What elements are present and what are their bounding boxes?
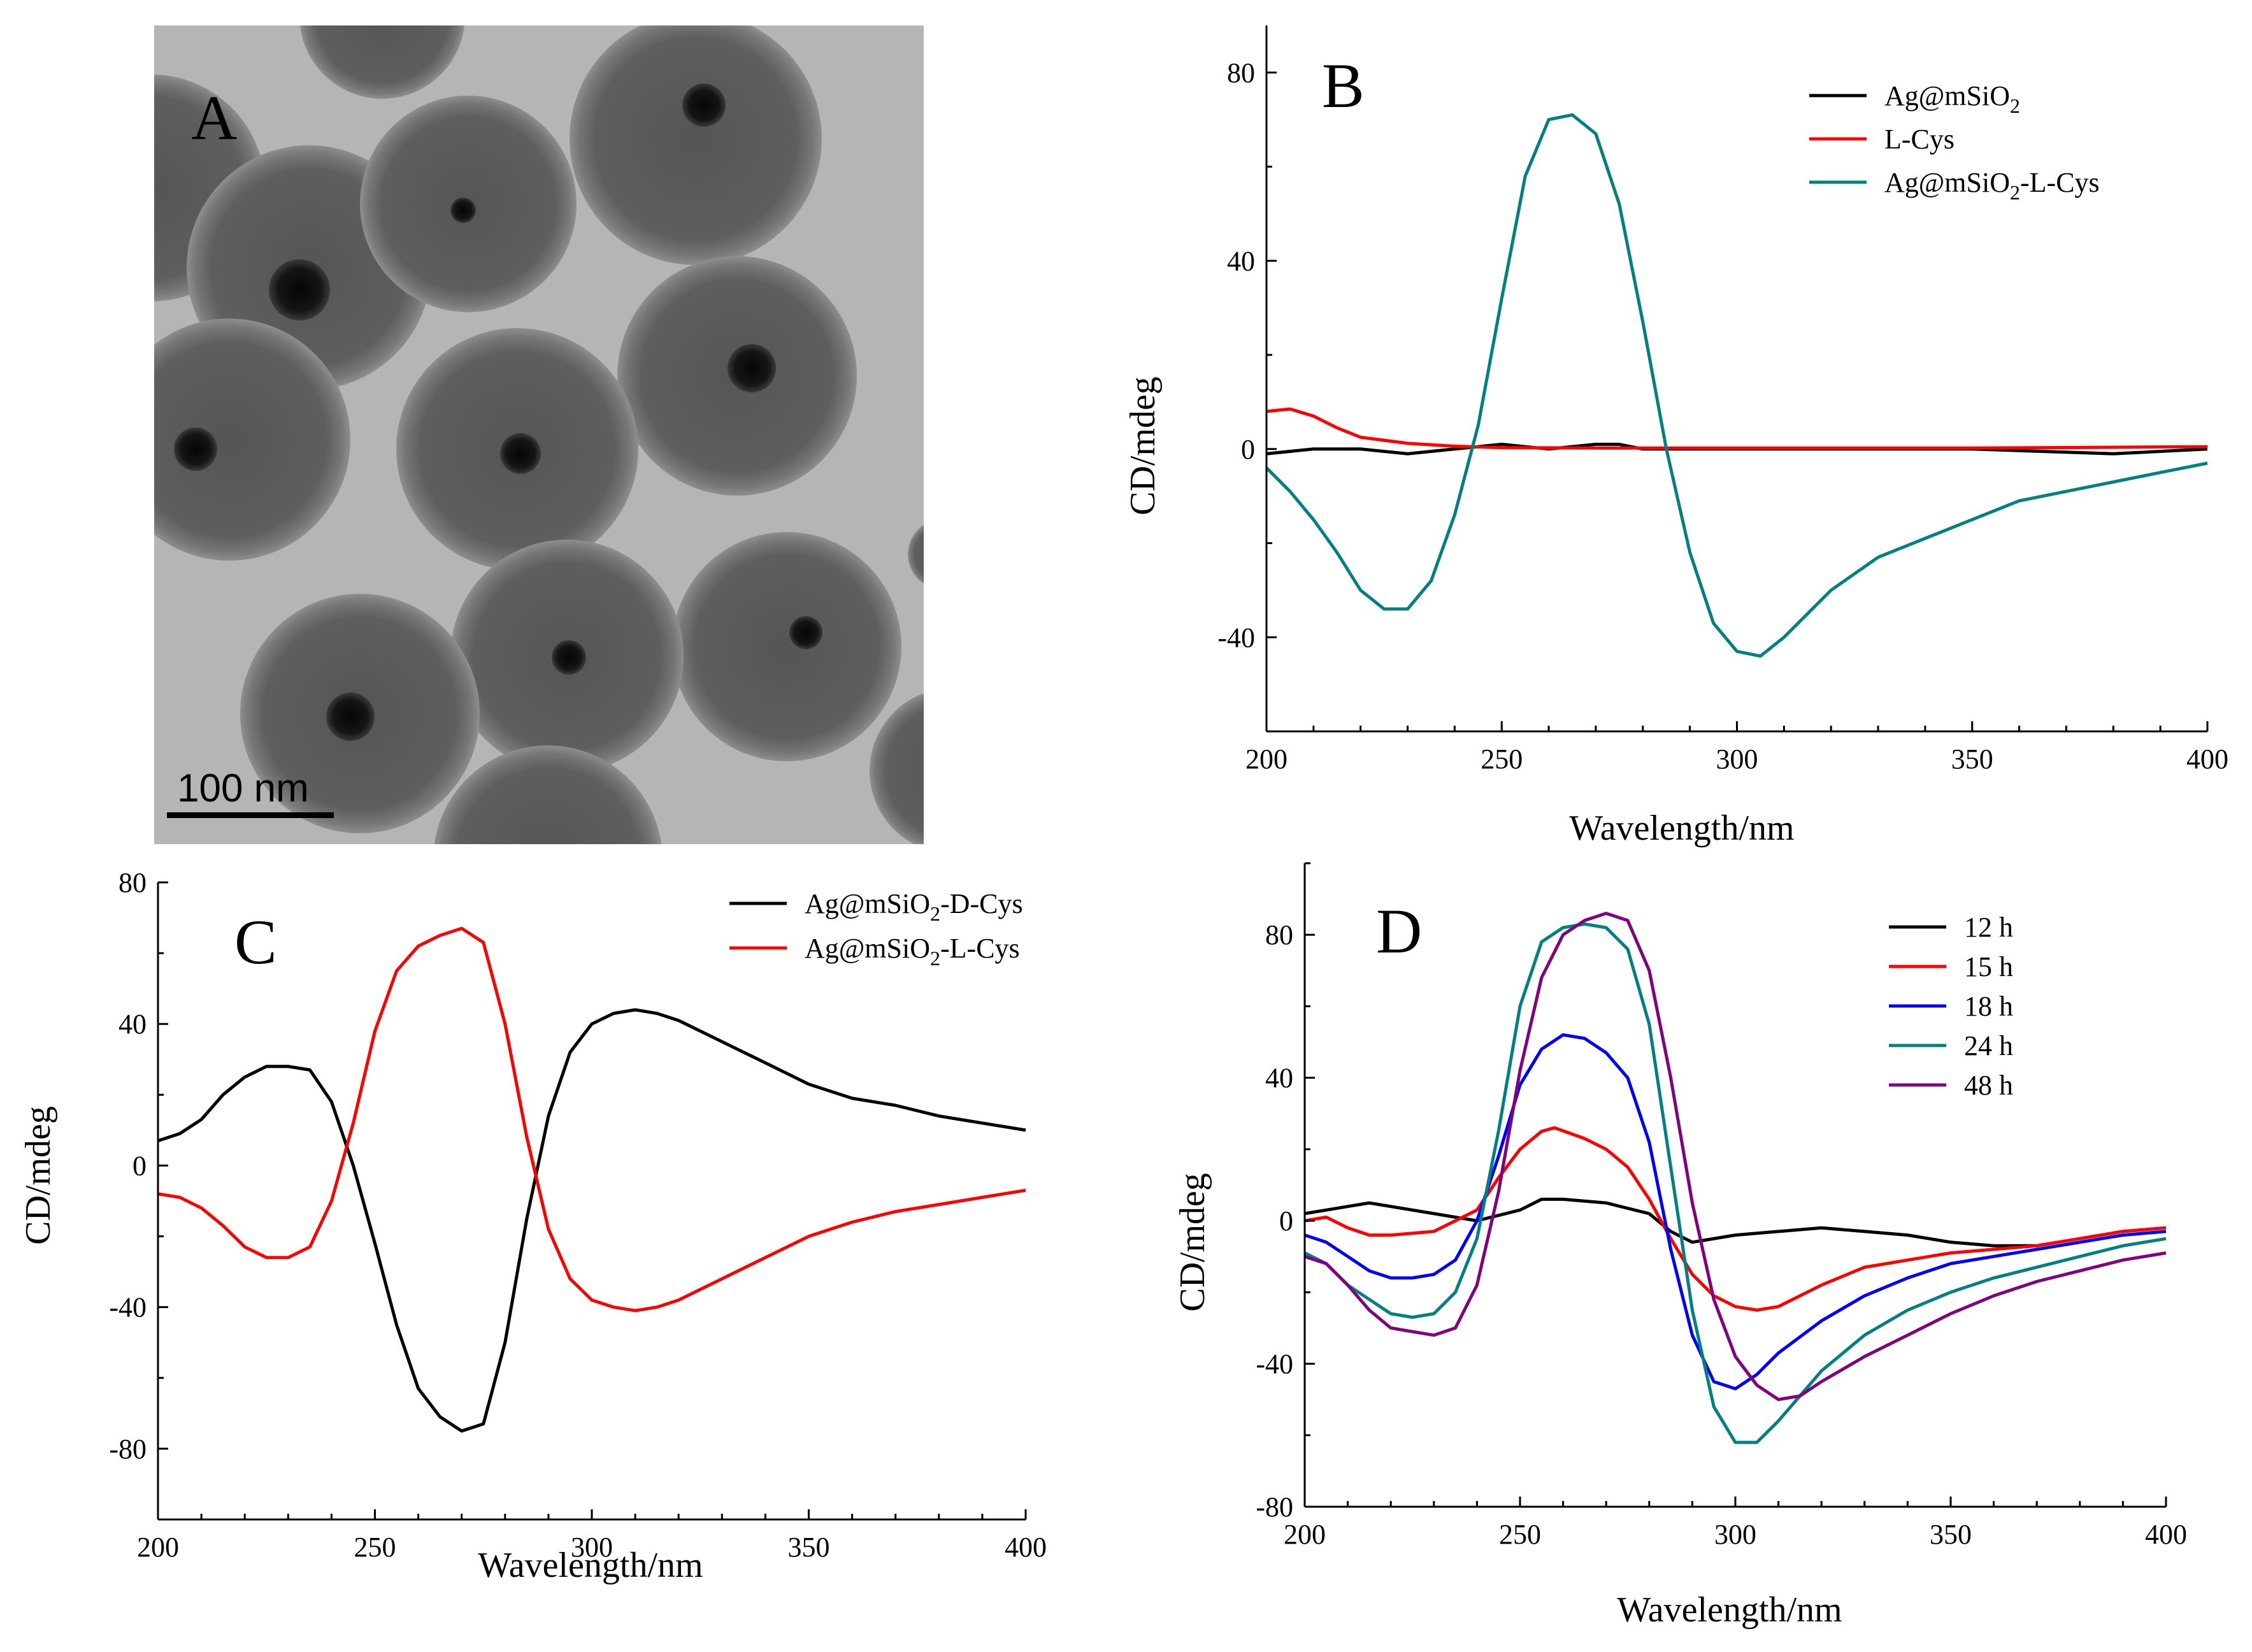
silver-core xyxy=(500,433,541,474)
x-axis-title: Wavelength/nm xyxy=(1569,808,1794,848)
x-tick-label: 400 xyxy=(2186,743,2228,775)
silver-core xyxy=(552,640,586,675)
legend-label: Ag@mSiO2​ xyxy=(1884,80,2020,117)
series-layer xyxy=(157,926,1026,1433)
y-tick-label: 0 xyxy=(1279,1205,1293,1237)
y-tick-label: 40 xyxy=(1227,245,1255,277)
series-line-1 xyxy=(1304,1197,2167,1247)
x-tick-label: 350 xyxy=(1930,1519,1972,1550)
x-axis-title: Wavelength/nm xyxy=(478,1546,703,1585)
panel-label-d: D xyxy=(1376,896,1422,966)
legend-label: Ag@mSiO2​-L-Cys xyxy=(1884,167,2100,204)
silica-sphere xyxy=(672,532,901,761)
series-line-2 xyxy=(1266,407,2208,450)
x-tick-label: 250 xyxy=(1499,1519,1541,1550)
x-tick-label: 400 xyxy=(2145,1519,2187,1550)
silver-core xyxy=(450,198,476,223)
panel-label-b: B xyxy=(1322,50,1365,121)
y-tick-label: -80 xyxy=(1256,1491,1293,1523)
x-tick-label: 350 xyxy=(788,1532,830,1563)
y-axis-title: CD/mdeg xyxy=(1123,377,1163,515)
series-line-1 xyxy=(157,1008,1026,1433)
y-tick-label: 0 xyxy=(133,1150,147,1181)
panel-label-a: A xyxy=(191,82,237,153)
x-tick-label: 200 xyxy=(137,1532,179,1563)
x-tick-label: 200 xyxy=(1284,1519,1326,1550)
legend-label: 18 h xyxy=(1964,991,2013,1022)
series-line-4 xyxy=(1303,922,2167,1444)
series-layer xyxy=(1265,113,2208,658)
legend-label: 12 h xyxy=(1964,912,2013,943)
series-line-2 xyxy=(1304,1126,2167,1312)
y-tick-label: -40 xyxy=(1256,1349,1293,1380)
x-tick-label: 200 xyxy=(1245,743,1287,775)
silver-core xyxy=(728,344,776,392)
silica-sphere xyxy=(299,25,465,99)
silica-sphere xyxy=(434,745,662,844)
legend-label: 24 h xyxy=(1964,1030,2013,1061)
x-tick-label: 300 xyxy=(1716,743,1758,775)
y-tick-label: -40 xyxy=(1217,622,1255,653)
legend: Ag@mSiO2​-D-Cys Ag@mSiO2​-L-Cys xyxy=(729,888,1023,970)
silver-core xyxy=(789,616,822,649)
x-tick-label: 250 xyxy=(354,1532,396,1563)
y-tick-label: -40 xyxy=(109,1292,147,1323)
scale-bar xyxy=(167,812,334,818)
panel-c-chart: 200 250 300 350 400 -80 -40 0 40 80 C CD/mdeg Wav… xyxy=(18,867,1047,1585)
silica-sphere xyxy=(870,693,924,844)
silver-core xyxy=(326,693,375,741)
series-line-2 xyxy=(157,926,1026,1312)
y-tick-label: 80 xyxy=(118,867,147,898)
silica-sphere xyxy=(154,319,350,561)
silver-core xyxy=(269,259,330,320)
x-tick-label: 400 xyxy=(1005,1532,1047,1563)
silica-sphere xyxy=(908,524,924,584)
y-axis-title: CD/mdeg xyxy=(18,1106,58,1245)
y-tick-label: -80 xyxy=(109,1433,147,1465)
x-tick-label: 300 xyxy=(571,1532,613,1563)
series-line-3 xyxy=(1265,113,2208,658)
y-tick-label: 40 xyxy=(1265,1063,1293,1094)
scale-bar-label: 100 nm xyxy=(177,766,309,810)
panel-b-chart: 200 250 300 350 400 -40 0 40 80 B CD/mdeg Wavele… xyxy=(1123,25,2228,848)
legend-label: Ag@mSiO2​-L-Cys xyxy=(805,933,1020,970)
y-tick-label: 80 xyxy=(1227,57,1255,89)
series-line-3 xyxy=(1304,1033,2167,1391)
x-tick-label: 300 xyxy=(1714,1519,1756,1550)
silica-sphere xyxy=(570,25,822,265)
panel-a-tem-image: A 100 nm xyxy=(154,25,924,844)
silver-core xyxy=(682,83,726,127)
legend: Ag@mSiO2​ L-Cys Ag@mSiO2​-L-Cys xyxy=(1809,80,2100,204)
panel-label-c: C xyxy=(234,907,277,977)
silver-core xyxy=(174,427,217,471)
y-tick-label: 0 xyxy=(1241,434,1255,465)
series-line-5 xyxy=(1304,912,2167,1402)
panel-d-chart: 200 250 300 350 400 -80 -40 0 40 80 D CD/mdeg Wav… xyxy=(1173,862,2187,1630)
legend: 12 h 15 h 18 h 24 h 48 h xyxy=(1889,912,2013,1101)
y-tick-label: 40 xyxy=(118,1009,147,1040)
y-tick-label: 80 xyxy=(1265,919,1293,951)
legend-label: L-Cys xyxy=(1884,124,1954,155)
legend-label: 15 h xyxy=(1964,951,2013,982)
x-tick-label: 350 xyxy=(1951,743,1993,775)
legend-label: 48 h xyxy=(1964,1070,2013,1101)
x-tick-label: 250 xyxy=(1481,743,1523,775)
y-axis-title: CD/mdeg xyxy=(1173,1173,1212,1312)
series-layer xyxy=(1303,912,2167,1444)
x-axis-title: Wavelength/nm xyxy=(1617,1590,1842,1630)
legend-label: Ag@mSiO2​-D-Cys xyxy=(805,888,1023,925)
